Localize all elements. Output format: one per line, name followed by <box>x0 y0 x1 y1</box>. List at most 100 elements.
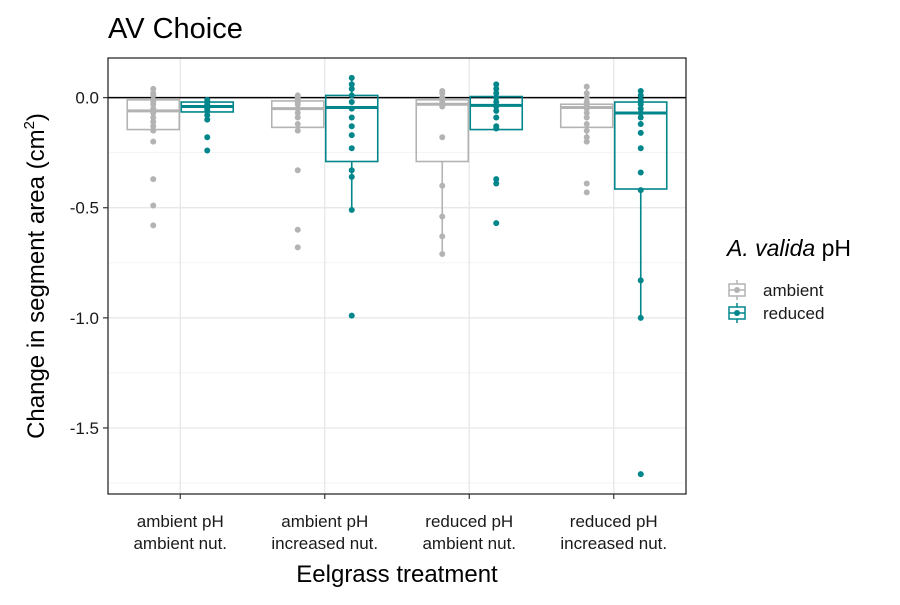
data-point <box>637 121 644 128</box>
data-point <box>583 105 590 112</box>
data-point <box>294 121 301 128</box>
y-tick-label: -1.0 <box>70 309 99 328</box>
data-point <box>150 92 157 99</box>
x-tick-label: ambient nut. <box>133 534 227 553</box>
data-point <box>204 112 211 119</box>
data-point <box>439 103 446 110</box>
x-tick-label: increased nut. <box>271 534 378 553</box>
data-point <box>637 114 644 121</box>
data-point <box>348 85 355 92</box>
legend-key-point <box>734 287 740 293</box>
data-point <box>439 250 446 257</box>
data-point <box>294 226 301 233</box>
data-point <box>583 180 590 187</box>
legend-label: reduced <box>763 304 824 323</box>
data-point <box>637 105 644 112</box>
legend-label: ambient <box>763 281 824 300</box>
data-point <box>348 114 355 121</box>
data-point <box>583 114 590 121</box>
data-point <box>150 202 157 209</box>
data-point <box>493 94 500 101</box>
data-point <box>294 244 301 251</box>
data-point <box>439 182 446 189</box>
data-point <box>583 110 590 117</box>
data-point <box>637 110 644 117</box>
data-point <box>348 145 355 152</box>
data-point <box>493 103 500 110</box>
data-point <box>294 105 301 112</box>
x-axis: ambient pH ambient nut. ambient pH increase… <box>133 494 667 553</box>
data-point <box>637 129 644 136</box>
y-axis-title-suffix: ) <box>23 113 50 121</box>
data-point <box>348 99 355 106</box>
data-point <box>294 101 301 108</box>
data-point <box>348 123 355 130</box>
data-point <box>583 83 590 90</box>
y-tick-label: -0.5 <box>70 199 99 218</box>
x-tick-label: increased nut. <box>560 534 667 553</box>
data-point <box>294 110 301 117</box>
data-point <box>583 121 590 128</box>
chart-title: AV Choice <box>108 13 243 45</box>
x-tick-label: ambient pH <box>137 512 224 531</box>
data-point <box>637 169 644 176</box>
data-point <box>150 127 157 134</box>
data-point <box>493 85 500 92</box>
plot-border <box>107 57 687 495</box>
data-point <box>583 94 590 101</box>
data-point <box>637 471 644 478</box>
data-point <box>348 312 355 319</box>
data-point <box>150 105 157 112</box>
x-tick-label: ambient pH <box>281 512 368 531</box>
y-axis-title: Change in segment area (cm2) <box>21 113 50 439</box>
data-point <box>348 132 355 139</box>
data-point <box>439 233 446 240</box>
data-point <box>493 107 500 114</box>
data-point <box>583 90 590 97</box>
data-point <box>493 90 500 97</box>
data-point <box>348 173 355 180</box>
data-point <box>348 206 355 213</box>
data-point <box>348 81 355 88</box>
data-point <box>204 147 211 154</box>
data-point <box>637 96 644 103</box>
data-point <box>493 176 500 183</box>
data-point <box>637 101 644 108</box>
data-point <box>493 125 500 132</box>
data-point <box>583 134 590 141</box>
data-point <box>204 134 211 141</box>
data-point <box>294 167 301 174</box>
y-axis: 0.0 -0.5 -1.0 -1.5 <box>70 89 108 438</box>
data-point <box>204 116 211 123</box>
data-point <box>583 189 590 196</box>
y-tick-label: 0.0 <box>75 89 99 108</box>
data-point <box>348 92 355 99</box>
data-point <box>204 107 211 114</box>
data-point <box>637 145 644 152</box>
data-point <box>439 90 446 97</box>
data-point <box>150 114 157 121</box>
y-axis-title-prefix: Change in segment area (cm <box>23 129 50 439</box>
legend: A. valida pH ambient reduced <box>725 235 851 323</box>
data-point <box>294 127 301 134</box>
x-tick-label: reduced pH <box>425 512 513 531</box>
data-point <box>348 74 355 81</box>
data-point <box>150 85 157 92</box>
legend-title-italic: A. valida <box>725 235 815 261</box>
data-point <box>150 118 157 125</box>
data-point <box>348 105 355 112</box>
data-point <box>150 110 157 117</box>
data-point <box>637 277 644 284</box>
data-point <box>637 314 644 321</box>
data-point <box>493 220 500 227</box>
data-point <box>637 92 644 99</box>
data-point <box>150 222 157 229</box>
data-point <box>294 114 301 121</box>
data-point <box>493 99 500 106</box>
data-point <box>150 123 157 130</box>
data-point <box>493 180 500 187</box>
x-tick-label: ambient nut. <box>422 534 516 553</box>
x-axis-title: Eelgrass treatment <box>296 561 498 588</box>
grid-lines <box>108 58 686 494</box>
